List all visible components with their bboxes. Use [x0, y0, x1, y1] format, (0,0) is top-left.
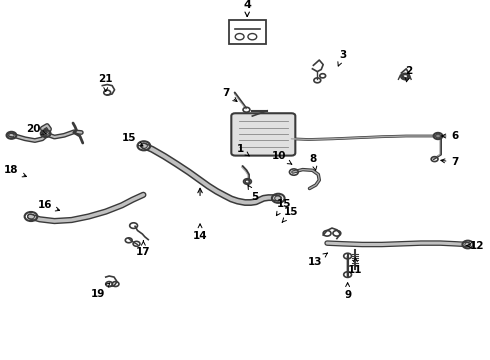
Text: 12: 12	[467, 240, 484, 251]
Text: 16: 16	[37, 200, 60, 211]
Text: 14: 14	[193, 224, 207, 241]
Bar	[229, 21, 266, 44]
Text: 6: 6	[442, 131, 459, 141]
Text: 20: 20	[26, 124, 46, 134]
Text: 15: 15	[282, 207, 299, 222]
Text: 9: 9	[344, 283, 351, 300]
Text: 7: 7	[441, 157, 459, 167]
Text: 17: 17	[136, 241, 151, 257]
Text: 8: 8	[310, 154, 317, 170]
Text: 7: 7	[222, 87, 237, 102]
Text: 19: 19	[91, 283, 110, 298]
Text: 3: 3	[338, 50, 346, 66]
Text: 4: 4	[243, 0, 251, 17]
Text: 2: 2	[405, 66, 412, 82]
Text: 21: 21	[98, 74, 113, 91]
Text: 10: 10	[272, 151, 292, 164]
Text: 15: 15	[122, 133, 143, 146]
Text: 13: 13	[308, 253, 327, 267]
FancyBboxPatch shape	[231, 113, 295, 156]
Text: 18: 18	[4, 165, 26, 177]
Text: 11: 11	[348, 258, 363, 275]
Text: 5: 5	[248, 185, 258, 202]
Text: 15: 15	[276, 199, 292, 216]
Text: 1: 1	[237, 144, 249, 156]
